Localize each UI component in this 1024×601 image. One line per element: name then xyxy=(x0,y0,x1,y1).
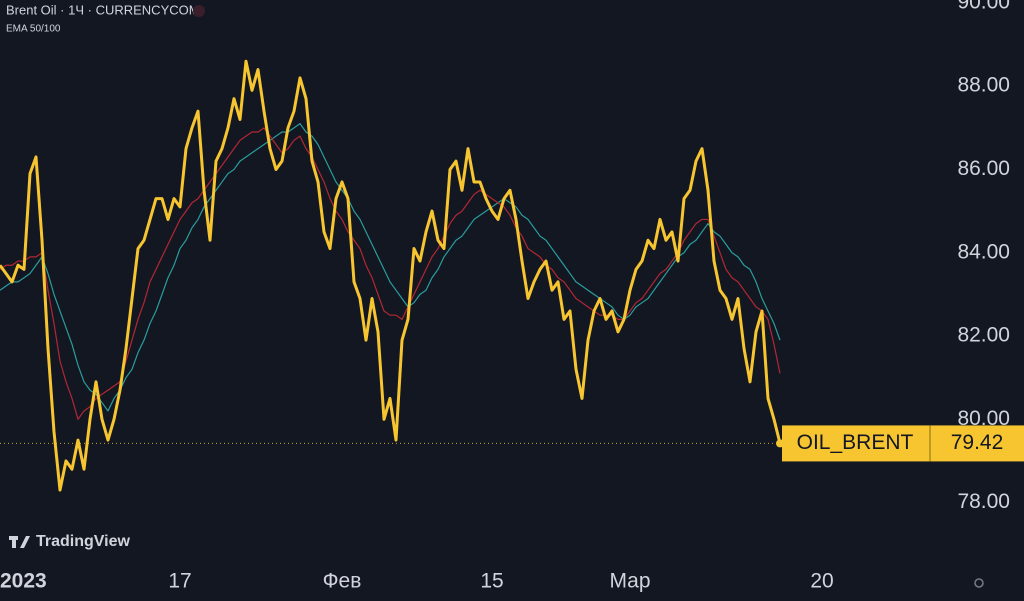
x-tick-label: 15 xyxy=(480,570,503,593)
y-tick-label: 82.00 xyxy=(957,324,1010,347)
last-price-label: 79.42 xyxy=(951,431,1004,454)
series-line xyxy=(0,123,781,412)
x-tick-label: 17 xyxy=(168,570,191,593)
y-tick-label: 86.00 xyxy=(957,157,1010,180)
x-tick-label: 2023 xyxy=(0,570,47,593)
x-tick-label: 20 xyxy=(810,570,833,593)
x-tick-label: Фев xyxy=(323,570,362,593)
watermark: TradingView xyxy=(36,533,131,550)
chart-title: Brent Oil · 1Ч · CURRENCYCOM xyxy=(6,2,200,17)
y-tick-label: 88.00 xyxy=(957,74,1010,97)
y-tick-label: 78.00 xyxy=(957,490,1010,513)
y-tick-label: 84.00 xyxy=(957,240,1010,263)
series-line xyxy=(0,59,782,492)
status-dot xyxy=(193,5,205,17)
y-tick-label: 90.00 xyxy=(957,0,1010,13)
price-label-box xyxy=(782,425,1024,462)
x-tick-label: Мар xyxy=(609,570,650,593)
indicator-label: EMA 50/100 xyxy=(6,24,61,35)
series-name-label: OIL_BRENT xyxy=(797,431,914,454)
settings-icon[interactable] xyxy=(974,578,984,588)
series-line xyxy=(0,127,781,420)
watermark-logo xyxy=(9,536,30,548)
y-tick-label: 80.00 xyxy=(957,407,1010,430)
